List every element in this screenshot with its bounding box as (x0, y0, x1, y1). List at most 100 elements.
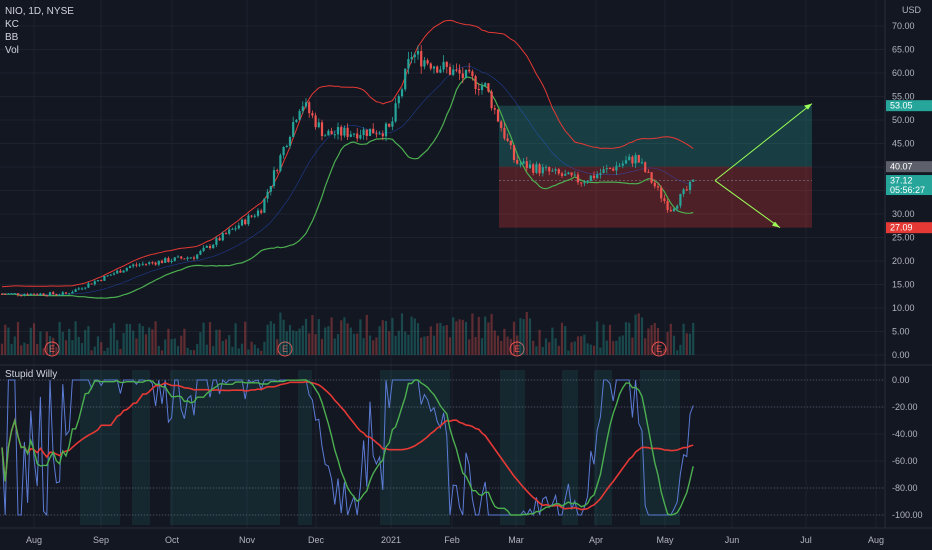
volume-bar (295, 331, 298, 355)
osc-zone (500, 370, 525, 525)
entry-tag-label: 40.07 (890, 162, 913, 172)
volume-bar (45, 331, 48, 355)
osc-zone (298, 370, 312, 525)
candle-body (503, 128, 506, 139)
candle-body (180, 256, 183, 259)
volume-bar (378, 326, 381, 355)
candle-body (208, 245, 212, 249)
candle-body (13, 293, 16, 295)
volume-bar (679, 344, 682, 355)
candle-body (64, 292, 68, 294)
volume-bar (7, 327, 10, 355)
candle-body (519, 163, 522, 165)
volume-bar (631, 337, 634, 355)
volume-bar (301, 325, 304, 355)
candle-body (100, 280, 103, 282)
candle-body (464, 69, 468, 79)
volume-bar (445, 325, 448, 355)
candle-body (212, 244, 215, 249)
candle-body (445, 61, 448, 67)
volume-bar (26, 344, 29, 355)
volume-bar (13, 336, 16, 355)
osc-signal-line (1, 379, 694, 516)
candle-body (119, 270, 122, 273)
volume-bar (544, 338, 548, 355)
earnings-marker (651, 341, 667, 357)
candle-body (394, 103, 397, 122)
volume-bar (528, 318, 532, 355)
volume-bar (68, 328, 71, 355)
candle-body (448, 66, 452, 75)
legend-oscillator[interactable]: Stupid Willy (5, 369, 58, 380)
candle-body (586, 181, 589, 183)
volume-bar (612, 341, 615, 355)
candle-body (84, 287, 87, 289)
volume-bar (468, 339, 471, 355)
volume-bar (90, 350, 93, 355)
volume-bar (93, 346, 96, 355)
legend-kc[interactable]: KC (5, 19, 19, 30)
current-tag-bg (886, 175, 932, 196)
time-tick-label: Aug (868, 535, 884, 545)
volume-bar (170, 339, 173, 355)
volume-bar (471, 313, 474, 355)
candle-body (58, 294, 61, 296)
candle-body (74, 289, 77, 292)
candle-body (522, 161, 525, 164)
volume-bar (436, 323, 439, 355)
down-arrow (714, 180, 781, 229)
target-tag-label: 53.05 (890, 101, 913, 111)
candle-body (298, 111, 301, 120)
osc-zone (132, 370, 150, 525)
volume-bar (400, 313, 404, 355)
volume-bar (253, 344, 256, 355)
volume-bar (592, 345, 596, 355)
candle-body (237, 225, 240, 229)
volume-bar (154, 321, 157, 355)
candle-body (660, 187, 663, 199)
volume-bar (173, 338, 176, 355)
candle-body (564, 174, 567, 176)
candle-body (192, 257, 196, 259)
candle-body (624, 160, 628, 164)
position-boxes (499, 105, 812, 228)
volume-bar (55, 347, 58, 355)
candle-body (512, 145, 516, 161)
volume-bar (621, 335, 624, 355)
volume-bar (151, 329, 154, 355)
candle-body (506, 138, 509, 141)
candle-body (173, 257, 176, 261)
volume-bar (119, 348, 122, 355)
candle-body (474, 76, 477, 89)
candle-body (231, 228, 234, 230)
candle-body (634, 155, 637, 164)
volume-bar (487, 322, 490, 355)
volume-bar (61, 331, 64, 355)
price-tick-label: 0.00 (892, 350, 910, 360)
volume-bar (634, 314, 637, 355)
volume-bar (10, 343, 13, 355)
volume-bar (452, 317, 455, 355)
volume-bar (250, 341, 253, 355)
candle-body (541, 167, 544, 174)
candle-body (141, 263, 144, 265)
candle-body (349, 134, 352, 137)
candle-body (327, 130, 330, 136)
volume-bar (231, 346, 234, 355)
legend-bb[interactable]: BB (5, 32, 19, 43)
volume-bar (688, 333, 692, 355)
candle-body (602, 169, 605, 174)
legend-vol[interactable]: Vol (5, 45, 19, 56)
candle-body (103, 275, 106, 281)
volume-bar (448, 337, 452, 355)
candle-body (461, 73, 464, 79)
volume-bar (116, 340, 119, 355)
volume-bar (535, 346, 538, 355)
volume-bar (660, 350, 663, 355)
volume-bar (199, 332, 202, 355)
candle-body (135, 264, 138, 266)
volume-bar (557, 345, 560, 355)
earnings-marker (277, 341, 293, 357)
volume-bar (541, 346, 544, 355)
